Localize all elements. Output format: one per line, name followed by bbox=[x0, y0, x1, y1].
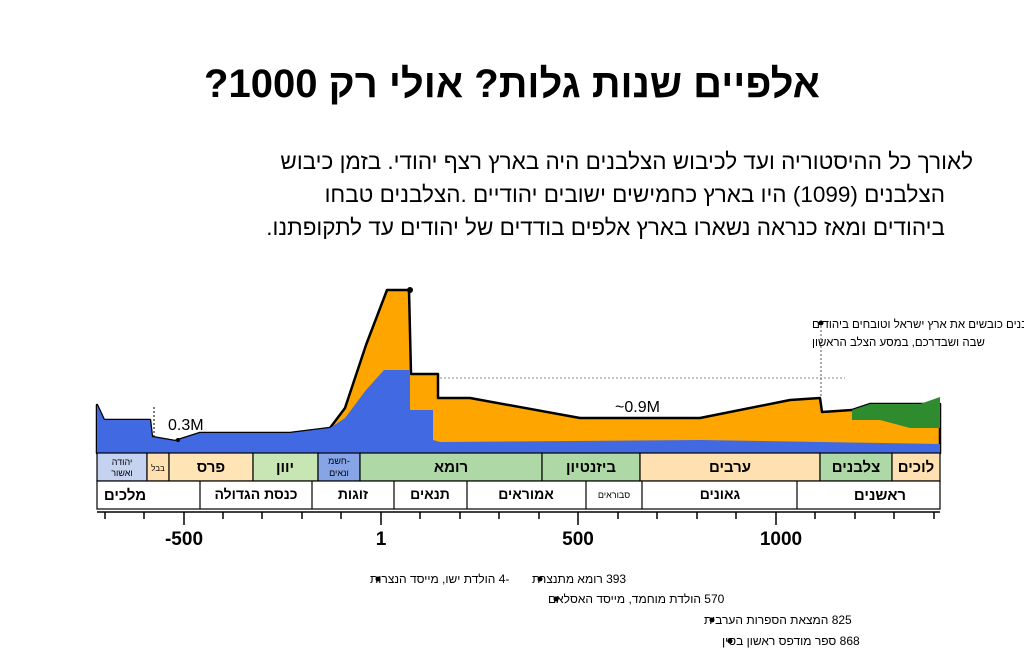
scholarly-era-label: סבוראים bbox=[598, 490, 630, 500]
era-cell bbox=[639, 452, 821, 482]
slide-paragraph: לאורך כל ההיסטוריה ועד לכיבוש הצלבנים הי… bbox=[58, 145, 973, 244]
era-label: לוכים bbox=[898, 459, 934, 476]
other-population-area bbox=[95, 288, 942, 455]
event-item: 570 הולדת מוחמד, מייסד האסלאם bbox=[548, 592, 725, 606]
era-label: ביזנטיון bbox=[566, 459, 616, 476]
bullet-icon bbox=[176, 438, 180, 442]
event-item: 825 המצאת הספרות הערבית bbox=[704, 613, 852, 627]
bullet-icon bbox=[727, 638, 733, 644]
era-label: ונאים bbox=[329, 468, 349, 478]
era-label: בבל bbox=[151, 464, 165, 473]
timeline-axis: -500 1 500 1000 bbox=[97, 511, 940, 550]
axis-label: 500 bbox=[562, 529, 594, 550]
axis-label: 1 bbox=[376, 529, 387, 550]
bullet-icon bbox=[375, 576, 381, 582]
scholarly-era-label: מלכים bbox=[104, 487, 146, 504]
bullet-icon bbox=[709, 617, 715, 623]
scholarly-era-label: כנסת הגדולה bbox=[214, 486, 297, 502]
slide-title: אלפיים שנות גלות? אולי רק 1000? bbox=[204, 62, 820, 106]
third-population-area bbox=[852, 397, 940, 428]
scholarly-era-label: אמוראים bbox=[498, 486, 554, 502]
bullet-icon bbox=[553, 596, 559, 602]
era-bar: יהודה ואשור בבל פרס יוון חשמ- ונאים רומא… bbox=[96, 452, 941, 482]
bullet-icon bbox=[818, 320, 824, 326]
event-list: 393 רומא מתנצרת -4 הולדת ישו, מייסד הנצר… bbox=[370, 572, 860, 648]
axis-label: 1000 bbox=[760, 529, 802, 550]
scholarly-era-label: תנאים bbox=[410, 486, 450, 502]
crusader-note-line-1: 1099 הצלבנים כובשים את ארץ ישראל וטובחים… bbox=[812, 318, 1024, 331]
event-item: 868 ספר מודפס ראשון בסין bbox=[722, 634, 860, 648]
era-label: חשמ- bbox=[328, 456, 350, 466]
era-label: פרס bbox=[197, 459, 225, 476]
axis-label: -500 bbox=[165, 529, 203, 550]
era-label: ואשור bbox=[111, 468, 133, 478]
era-label: ערבים bbox=[709, 459, 751, 476]
era-label: יהודה bbox=[112, 457, 133, 467]
era-label: יוון bbox=[276, 459, 294, 476]
era-label: רומא bbox=[434, 459, 468, 476]
annotation-09m: ~0.9M bbox=[615, 399, 660, 416]
paragraph-line: ביהודים ומאז כנראה נשארו בארץ אלפים בודד… bbox=[266, 215, 945, 240]
bullet-icon bbox=[537, 576, 543, 582]
paragraph-line: לאורך כל ההיסטוריה ועד לכיבוש הצלבנים הי… bbox=[280, 149, 973, 174]
annotation-03m: 0.3M bbox=[168, 417, 204, 434]
scholarly-era-bar: מלכים כנסת הגדולה זוגות תנאים אמוראים סב… bbox=[96, 480, 941, 510]
scholarly-bar-frame bbox=[96, 480, 941, 510]
era-label: צלבנים bbox=[832, 459, 881, 476]
jewish-population-area bbox=[97, 370, 940, 453]
scholarly-era-label: ראשנים bbox=[854, 487, 906, 504]
scholarly-era-label: גאונים bbox=[700, 486, 741, 502]
scholarly-era-label: זוגות bbox=[338, 486, 368, 502]
era-cell bbox=[819, 452, 893, 482]
crusader-note-line-2: שבה ושבדרכם, במסע הצלב הראשון bbox=[812, 336, 985, 349]
era-cell bbox=[359, 452, 543, 482]
paragraph-line: הצלבנים (1099) היו בארץ כחמישים ישובים י… bbox=[324, 182, 945, 207]
event-item: -4 הולדת ישו, מייסד הנצרות bbox=[370, 572, 509, 586]
event-item: 393 רומא מתנצרת bbox=[532, 572, 626, 586]
peak-marker bbox=[407, 287, 413, 293]
